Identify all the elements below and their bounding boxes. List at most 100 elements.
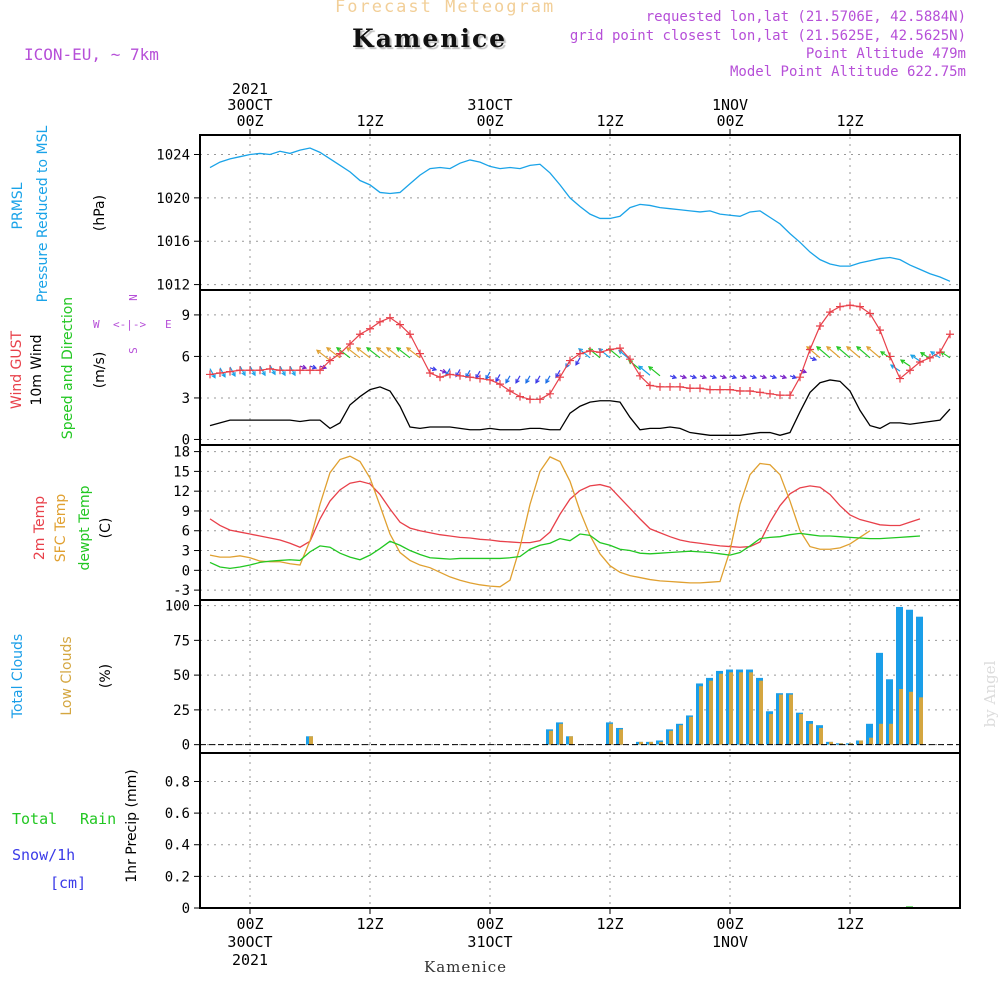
gust-marker (236, 366, 244, 375)
wind-ytick-label: 6 (182, 349, 190, 365)
wind-arrow (826, 346, 841, 359)
wind-arrow (465, 369, 471, 378)
low-cloud-bar (309, 736, 313, 745)
gust-marker (856, 302, 864, 311)
gust-marker (446, 370, 454, 379)
temp-ytick-label: -3 (173, 583, 190, 599)
wind-arrow-head (366, 347, 372, 352)
top-time-label: 31OCT (467, 96, 512, 114)
gust-marker (266, 364, 274, 373)
wind-arrow (866, 346, 881, 359)
temp-ytick-label: 0 (182, 563, 190, 579)
wind-arrow (648, 366, 661, 377)
top-time-label: 30OCT (227, 96, 272, 114)
compass-arrow: <-|-> (113, 318, 147, 331)
wind-arrow-head (495, 377, 500, 383)
gust-marker (366, 324, 374, 333)
wind-arrow-head (638, 365, 644, 371)
temp2m-line (209, 480, 921, 548)
cloud-bars (306, 606, 923, 745)
wind-arrow-head (251, 371, 256, 377)
wind-arrow-head (386, 347, 392, 352)
bottom-time-label: 12Z (596, 915, 623, 933)
bottom-time-label: 12Z (836, 915, 863, 933)
gust-marker (836, 302, 844, 311)
bottom-time-label: 1NOV (712, 933, 748, 951)
total-cloud-bar (906, 609, 913, 745)
wind-arrow-head (731, 374, 738, 380)
gust-marker (686, 384, 694, 393)
gust-marker (946, 330, 954, 339)
precip-label-total: Total (12, 810, 58, 828)
gust-marker (206, 370, 214, 379)
bottom-time-label: 2021 (232, 951, 268, 969)
low-cloud-bar (739, 672, 743, 745)
gust-marker (656, 382, 664, 391)
bottom-time-label: 00Z (716, 915, 743, 933)
gust-marker (756, 388, 764, 397)
gust-marker (516, 392, 524, 401)
top-time-label: 12Z (596, 112, 623, 130)
wind-arrow-head (406, 347, 412, 352)
wind-arrow (535, 375, 541, 384)
precip-label-snow: Snow/1h (12, 846, 76, 864)
temp-ytick-label: 6 (182, 524, 190, 540)
dewpt-line (209, 532, 921, 569)
wind-arrow (376, 347, 391, 359)
wind-arrow-head (929, 351, 936, 356)
wind-arrow (575, 357, 581, 366)
wind-arrow-head (301, 364, 308, 370)
gust-marker (866, 309, 874, 318)
wind-arrow (608, 348, 621, 359)
wind-arrow (515, 375, 521, 384)
gust-marker (386, 313, 394, 322)
wind-arrow (356, 347, 371, 359)
wind-arrow (209, 368, 216, 378)
wind-arrow-head (681, 374, 688, 380)
wind-arrow-head (618, 349, 624, 355)
low-cloud-bar (619, 729, 623, 745)
precip-ytick-label: 0.4 (165, 838, 190, 854)
pressure-ytick-label: 1020 (156, 191, 190, 207)
top-title: Forecast Meteogram (335, 0, 556, 17)
low-cloud-bar (659, 741, 663, 745)
wind-arrow-head (899, 359, 906, 364)
temp-ytick-label: 18 (173, 445, 190, 461)
wind-arrow-head (781, 374, 788, 380)
total-cloud-bar (876, 652, 883, 745)
wind-arrow-head (751, 374, 758, 380)
gust-marker (696, 384, 704, 393)
low-cloud-bar (789, 694, 793, 745)
wind-arrow-head (909, 354, 916, 359)
wind-arrow (836, 346, 851, 359)
precip-frame (199, 752, 961, 909)
gust-marker (276, 366, 284, 375)
gust-marker (416, 349, 424, 358)
gust-marker (476, 374, 484, 383)
gust-marker (336, 349, 344, 358)
low-cloud-bar (889, 723, 893, 745)
wind-arrow (628, 359, 641, 370)
wind-arrow-head (326, 347, 332, 352)
temp-ytick-label: 3 (182, 544, 190, 560)
low-cloud-bar (709, 680, 713, 745)
gust-marker (876, 326, 884, 335)
gust-marker (346, 339, 354, 348)
gust-marker (286, 366, 294, 375)
bottom-time-label: 00Z (476, 915, 503, 933)
low-cloud-bar (669, 730, 673, 745)
wind-arrow-head (919, 351, 926, 357)
gust-marker (806, 345, 814, 354)
wind-arrow (316, 349, 331, 361)
clouds-ytick-label: 25 (173, 703, 190, 719)
wind-arrow (386, 347, 401, 359)
gust-marker (466, 373, 474, 382)
wind-arrow (505, 375, 511, 384)
wind-arrow-head (671, 374, 678, 380)
wind-arrow (396, 347, 411, 359)
wind-ytick-label: 9 (182, 308, 190, 324)
precip-grid (200, 755, 960, 909)
gust-marker (776, 391, 784, 400)
gust-marker (526, 395, 534, 404)
